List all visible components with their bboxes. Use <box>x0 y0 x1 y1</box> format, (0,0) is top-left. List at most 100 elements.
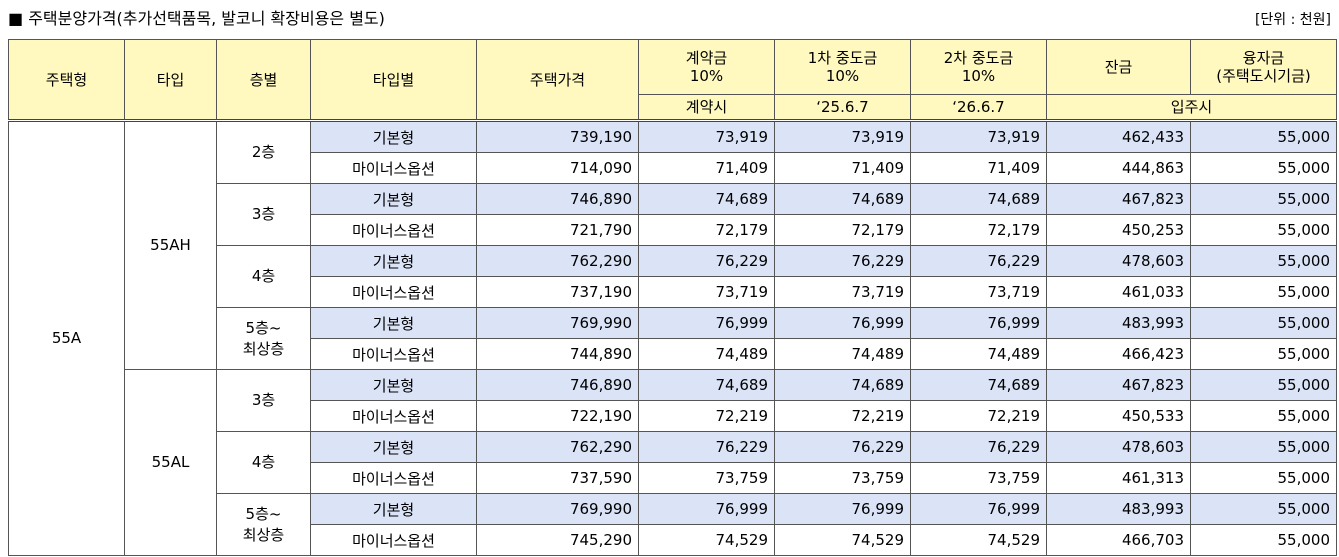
table-row: 마이너스옵션 745,290 74,529 74,529 74,529 466,… <box>9 524 1337 556</box>
header-when-deposit: 계약시 <box>638 94 775 121</box>
cell-variant: 마이너스옵션 <box>310 462 477 494</box>
header-mid2-pct: 10% <box>961 67 996 85</box>
cell-balance: 461,313 <box>1046 462 1191 494</box>
cell-variant: 기본형 <box>310 307 477 339</box>
cell-mid2: 76,999 <box>910 307 1047 339</box>
cell-mid2: 74,689 <box>910 369 1047 401</box>
cell-deposit: 74,529 <box>638 524 775 556</box>
header-loan-sub: (주택도시기금) <box>1216 67 1311 85</box>
cell-house-type: 55A <box>8 119 125 556</box>
header-when-mid1: ‘25.6.7 <box>774 94 911 121</box>
cell-mid2: 73,719 <box>910 276 1047 308</box>
cell-floor-5-top-line2: 최상층 <box>242 339 285 358</box>
cell-loan: 55,000 <box>1190 152 1337 184</box>
table-row: 4층 기본형 762,290 76,229 76,229 76,229 478,… <box>9 245 1337 308</box>
cell-deposit: 76,999 <box>638 307 775 339</box>
cell-mid1: 76,999 <box>774 307 911 339</box>
header-balance: 잔금 <box>1046 39 1191 95</box>
cell-floor-3: 3층 <box>216 183 311 246</box>
cell-balance: 466,423 <box>1046 338 1191 370</box>
cell-deposit: 76,999 <box>638 493 775 525</box>
header-loan-title: 융자금 <box>1242 49 1285 67</box>
cell-price: 714,090 <box>476 152 639 184</box>
header-deposit-title: 계약금 <box>685 49 728 67</box>
cell-mid1: 72,219 <box>774 400 911 432</box>
cell-price: 737,590 <box>476 462 639 494</box>
header-deposit-pct: 10% <box>689 67 724 85</box>
header-schedule-row: 계약시 ‘25.6.7 ‘26.6.7 입주시 <box>9 94 1337 121</box>
table-row: 55A 55AH 2층 기본형 739,190 73,919 73,919 73… <box>8 119 1337 556</box>
cell-loan: 55,000 <box>1190 462 1337 494</box>
cell-deposit: 74,689 <box>638 183 775 215</box>
cell-loan: 55,000 <box>1190 183 1337 215</box>
cell-mid2: 73,919 <box>910 119 1047 153</box>
header-house-type: 주택형 <box>8 39 125 121</box>
header-mid2: 2차 중도금 10% <box>910 39 1047 95</box>
cell-floor-4: 4층 <box>216 245 311 308</box>
cell-deposit: 73,759 <box>638 462 775 494</box>
header-floor: 층별 <box>216 39 311 121</box>
header-when-movein: 입주시 <box>1046 94 1337 121</box>
table-row: 5층~ 최상층 기본형 769,990 76,999 76,999 76,999… <box>9 493 1337 556</box>
cell-variant: 마이너스옵션 <box>310 338 477 370</box>
cell-balance: 450,253 <box>1046 214 1191 246</box>
cell-variant: 기본형 <box>310 183 477 215</box>
cell-price: 745,290 <box>476 524 639 556</box>
cell-mid1: 76,999 <box>774 493 911 525</box>
cell-price: 744,890 <box>476 338 639 370</box>
cell-price: 762,290 <box>476 245 639 277</box>
cell-loan: 55,000 <box>1190 524 1337 556</box>
cell-balance: 444,863 <box>1046 152 1191 184</box>
cell-mid2: 72,179 <box>910 214 1047 246</box>
cell-balance: 450,533 <box>1046 400 1191 432</box>
table-row: 55AL 3층 기본형 746,890 74,689 74,689 74,689… <box>9 369 1337 556</box>
cell-deposit: 74,489 <box>638 338 775 370</box>
cell-loan: 55,000 <box>1190 400 1337 432</box>
cell-variant: 기본형 <box>310 119 477 153</box>
cell-price: 746,890 <box>476 369 639 401</box>
cell-mid1: 74,489 <box>774 338 911 370</box>
price-table: 주택형 타입 층별 타입별 주택가격 계약금 10% 1차 중도금 10% 2차… <box>8 39 1337 556</box>
cell-deposit: 76,229 <box>638 245 775 277</box>
cell-deposit: 73,919 <box>638 119 775 153</box>
cell-variant: 기본형 <box>310 493 477 525</box>
cell-loan: 55,000 <box>1190 214 1337 246</box>
cell-floor-5-top-line1: 5층~ <box>245 504 282 523</box>
header-deposit: 계약금 10% <box>638 39 775 95</box>
cell-variant: 기본형 <box>310 369 477 401</box>
cell-variant: 기본형 <box>310 245 477 277</box>
cell-variant: 마이너스옵션 <box>310 152 477 184</box>
cell-balance: 462,433 <box>1046 119 1191 153</box>
cell-variant: 마이너스옵션 <box>310 214 477 246</box>
cell-deposit: 74,689 <box>638 369 775 401</box>
cell-price: 769,990 <box>476 493 639 525</box>
header-when-mid2: ‘26.6.7 <box>910 94 1047 121</box>
cell-price: 721,790 <box>476 214 639 246</box>
cell-loan: 55,000 <box>1190 307 1337 339</box>
cell-mid2: 73,759 <box>910 462 1047 494</box>
cell-mid1: 71,409 <box>774 152 911 184</box>
cell-loan: 55,000 <box>1190 119 1337 153</box>
cell-floor-3: 3층 <box>216 369 311 432</box>
cell-mid2: 72,219 <box>910 400 1047 432</box>
cell-balance: 483,993 <box>1046 493 1191 525</box>
cell-type-55al: 55AL <box>124 369 217 556</box>
cell-deposit: 71,409 <box>638 152 775 184</box>
cell-loan: 55,000 <box>1190 338 1337 370</box>
cell-loan: 55,000 <box>1190 276 1337 308</box>
unit-label: [단위 : 천원] <box>1254 12 1331 28</box>
cell-variant: 마이너스옵션 <box>310 524 477 556</box>
table-row: 마이너스옵션 722,190 72,219 72,219 72,219 450,… <box>9 400 1337 432</box>
table-row: 마이너스옵션 737,190 73,719 73,719 73,719 461,… <box>9 276 1337 308</box>
header-type: 타입 <box>124 39 217 121</box>
cell-loan: 55,000 <box>1190 431 1337 463</box>
table-row: 마이너스옵션 737,590 73,759 73,759 73,759 461,… <box>9 462 1337 494</box>
cell-deposit: 72,179 <box>638 214 775 246</box>
header-mid1-title: 1차 중도금 <box>807 49 878 67</box>
cell-price: 739,190 <box>476 119 639 153</box>
cell-price: 722,190 <box>476 400 639 432</box>
table-row: 마이너스옵션 744,890 74,489 74,489 74,489 466,… <box>9 338 1337 370</box>
cell-deposit: 72,219 <box>638 400 775 432</box>
cell-mid1: 72,179 <box>774 214 911 246</box>
cell-loan: 55,000 <box>1190 369 1337 401</box>
